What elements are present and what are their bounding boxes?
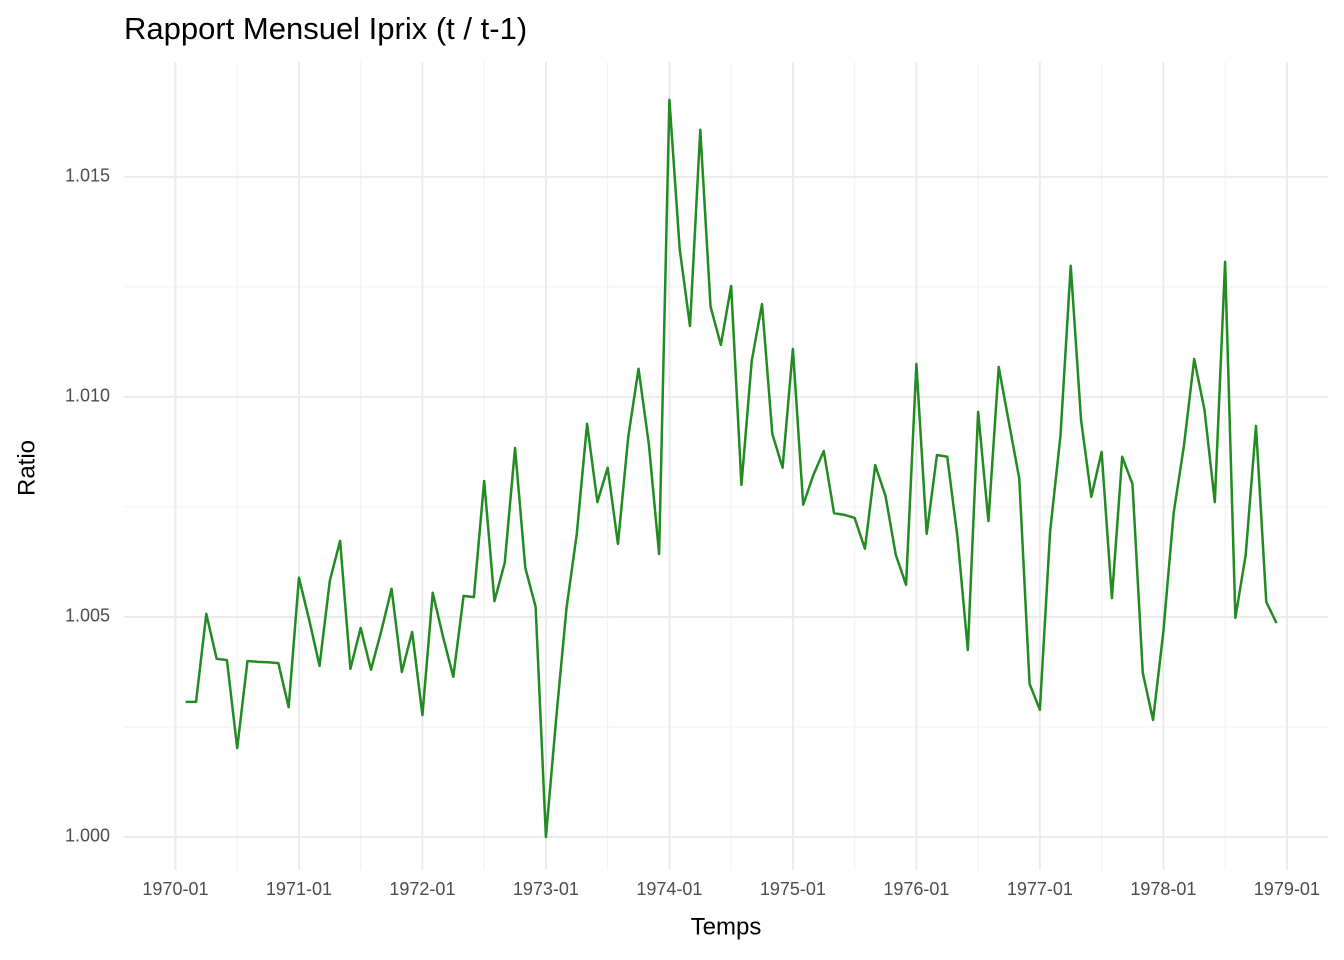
x-tick-label: 1973-01 bbox=[513, 879, 579, 899]
y-tick-label: 1.010 bbox=[65, 386, 110, 406]
x-tick-label: 1976-01 bbox=[883, 879, 949, 899]
y-tick-label: 1.000 bbox=[65, 826, 110, 846]
x-tick-label: 1979-01 bbox=[1254, 879, 1320, 899]
x-tick-label: 1975-01 bbox=[760, 879, 826, 899]
x-tick-label: 1970-01 bbox=[142, 879, 208, 899]
chart-title: Rapport Mensuel Iprix (t / t-1) bbox=[124, 11, 527, 46]
x-tick-label: 1977-01 bbox=[1007, 879, 1073, 899]
x-axis-title: Temps bbox=[691, 913, 762, 940]
x-tick-label: 1978-01 bbox=[1130, 879, 1196, 899]
y-tick-label: 1.005 bbox=[65, 606, 110, 626]
y-axis-title: Ratio bbox=[13, 440, 40, 496]
x-tick-label: 1972-01 bbox=[389, 879, 455, 899]
x-tick-label: 1974-01 bbox=[636, 879, 702, 899]
data-line bbox=[185, 98, 1278, 839]
x-tick-label: 1971-01 bbox=[266, 879, 332, 899]
y-tick-label: 1.015 bbox=[65, 166, 110, 186]
